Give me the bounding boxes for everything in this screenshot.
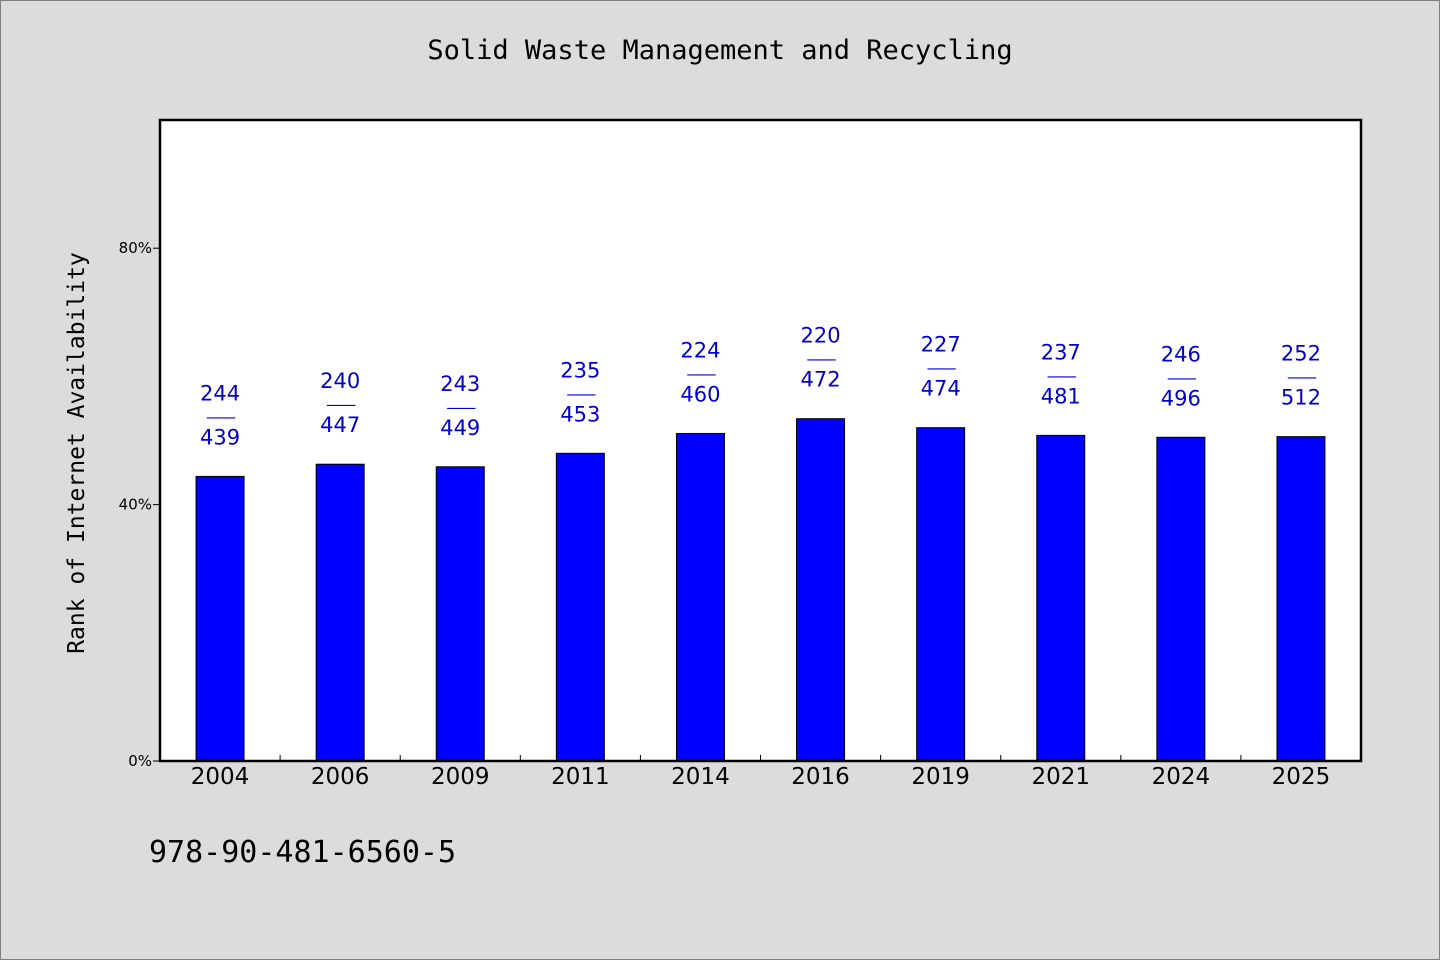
data-label-top: 235 bbox=[560, 358, 600, 382]
data-label-bottom: 449 bbox=[440, 416, 480, 440]
data-label-bottom: 512 bbox=[1281, 386, 1321, 410]
data-label-separator: —— bbox=[326, 395, 356, 414]
data-label-bottom: 447 bbox=[320, 413, 360, 437]
data-label-top: 220 bbox=[801, 324, 841, 348]
bar bbox=[916, 427, 966, 762]
chart-title: Solid Waste Management and Recycling bbox=[427, 35, 1013, 66]
bar bbox=[195, 475, 245, 762]
data-label-top: 244 bbox=[200, 381, 240, 405]
data-label-bottom: 439 bbox=[200, 425, 240, 449]
data-label-separator: —— bbox=[446, 398, 476, 417]
data-label-separator: —— bbox=[686, 364, 716, 383]
x-tick-label: 2019 bbox=[911, 764, 970, 790]
x-tick-label: 2025 bbox=[1272, 764, 1331, 790]
x-tick-label: 2006 bbox=[311, 764, 370, 790]
y-tick-label: 40% bbox=[119, 496, 152, 514]
data-label-bottom: 472 bbox=[801, 368, 841, 392]
bar bbox=[796, 418, 846, 762]
data-label-top: 224 bbox=[680, 338, 720, 362]
bar bbox=[1156, 436, 1206, 762]
y-tick-label: 80% bbox=[119, 239, 152, 257]
data-label-separator: —— bbox=[807, 350, 837, 369]
data-label-separator: —— bbox=[566, 384, 596, 403]
data-label-top: 252 bbox=[1281, 342, 1321, 366]
data-label-top: 246 bbox=[1161, 342, 1201, 366]
data-label-top: 227 bbox=[921, 333, 961, 357]
data-label-bottom: 496 bbox=[1161, 386, 1201, 410]
data-label-separator: —— bbox=[927, 359, 957, 378]
data-label-top: 243 bbox=[440, 372, 480, 396]
data-label-separator: —— bbox=[1287, 368, 1317, 387]
data-label-bottom: 481 bbox=[1041, 384, 1081, 408]
x-tick-label: 2004 bbox=[191, 764, 250, 790]
bar bbox=[675, 432, 725, 762]
bar bbox=[315, 463, 365, 762]
bar bbox=[1276, 436, 1326, 762]
data-label-bottom: 460 bbox=[680, 382, 720, 406]
x-tick-label: 2011 bbox=[551, 764, 610, 790]
plot-border bbox=[158, 118, 1363, 763]
isbn-footer: 978-90-481-6560-5 bbox=[149, 835, 457, 870]
x-tick-label: 2014 bbox=[671, 764, 730, 790]
data-label-top: 240 bbox=[320, 369, 360, 393]
bar bbox=[555, 452, 605, 762]
x-tick-label: 2009 bbox=[431, 764, 490, 790]
x-tick-label: 2021 bbox=[1031, 764, 1090, 790]
data-label-top: 237 bbox=[1041, 340, 1081, 364]
x-tick-label: 2024 bbox=[1152, 764, 1211, 790]
bar bbox=[1036, 434, 1086, 762]
data-label-separator: —— bbox=[1047, 366, 1077, 385]
data-label-separator: —— bbox=[206, 407, 236, 426]
data-label-bottom: 474 bbox=[921, 377, 961, 401]
bar bbox=[435, 466, 485, 762]
data-label-bottom: 453 bbox=[560, 402, 600, 426]
x-tick-label: 2016 bbox=[791, 764, 850, 790]
y-tick-label: 0% bbox=[128, 752, 152, 770]
data-label-separator: —— bbox=[1167, 368, 1197, 387]
